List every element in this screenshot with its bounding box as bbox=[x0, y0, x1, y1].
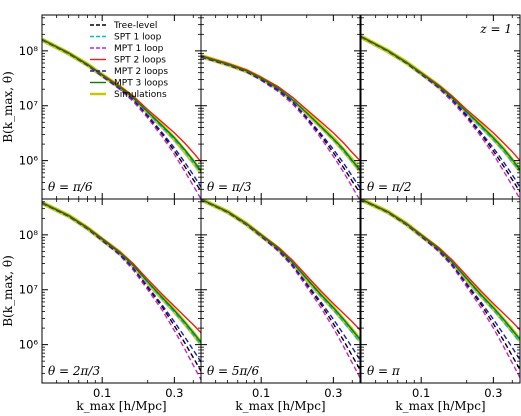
legend-entry: MPT 2 loops bbox=[90, 67, 168, 77]
panel-plot-area bbox=[201, 199, 360, 379]
panel-plot-area bbox=[361, 34, 520, 199]
y-axis-label: B(k_max, θ) bbox=[1, 255, 15, 327]
legend-label: MPT 3 loops bbox=[114, 79, 168, 89]
series-line-mpt-3-loops bbox=[201, 55, 360, 171]
panel-plot-area bbox=[201, 54, 360, 199]
series-line-mpt-1-loop bbox=[361, 199, 520, 379]
panel-3: θ = π/2 z = 1 bbox=[360, 14, 521, 200]
series-line-mpt-1-loop bbox=[201, 56, 360, 199]
panel-plot-area bbox=[361, 199, 520, 379]
series-line-mpt-1-loop bbox=[42, 202, 201, 381]
y-axis-label: B(k_max, θ) bbox=[1, 71, 15, 143]
series-line-mpt-3-loops bbox=[201, 199, 360, 340]
panel-frame bbox=[360, 198, 521, 384]
legend-label: Tree-level bbox=[113, 21, 157, 31]
series-line-mpt-2-loops bbox=[42, 202, 201, 363]
legend-label: SPT 1 loop bbox=[114, 33, 162, 43]
legend-entry: MPT 1 loop bbox=[90, 44, 164, 54]
panel-theta-label: θ = 2π/3 bbox=[48, 364, 100, 378]
legend-label: Simulations bbox=[114, 90, 167, 100]
panel-frame bbox=[200, 198, 361, 384]
panel-frame bbox=[200, 14, 361, 200]
series-line-spt-2-loops bbox=[201, 54, 360, 162]
legend-label: MPT 1 loop bbox=[114, 44, 164, 54]
legend-label: MPT 2 loops bbox=[114, 67, 168, 77]
x-axis-label: k_max [h/Mpc] bbox=[76, 399, 166, 413]
series-line-simulations bbox=[361, 199, 520, 342]
x-tick-label: 0.1 bbox=[252, 386, 270, 400]
series-line-mpt-1-loop bbox=[361, 36, 520, 199]
panel-theta-label: θ = π/3 bbox=[207, 180, 252, 194]
panel-theta-label: θ = π/2 bbox=[367, 180, 411, 194]
legend-entry: Tree-level bbox=[90, 21, 157, 31]
series-line-mpt-3-loops bbox=[42, 38, 201, 172]
y-tick-label: 10⁸ bbox=[19, 44, 39, 58]
series-line-mpt-3-loops bbox=[42, 202, 201, 343]
x-tick-label: 0.3 bbox=[484, 386, 502, 400]
y-tick-label: 10⁶ bbox=[19, 154, 39, 168]
series-line-tree-level bbox=[361, 36, 520, 193]
series-line-simulations bbox=[361, 34, 520, 172]
x-tick-label: 0.3 bbox=[324, 386, 342, 400]
y-tick-label: 10⁸ bbox=[19, 228, 39, 242]
series-line-spt-1-loop bbox=[201, 199, 360, 343]
y-tick-label: 10⁷ bbox=[19, 283, 39, 297]
panel-frame bbox=[41, 14, 202, 200]
series-line-spt-1-loop bbox=[42, 202, 201, 346]
legend-label: SPT 2 loops bbox=[114, 56, 166, 66]
series-line-spt-1-loop bbox=[361, 199, 520, 343]
series-line-mpt-2-loops bbox=[201, 56, 360, 189]
y-tick-label: 10⁶ bbox=[19, 338, 39, 352]
redshift-label: z = 1 bbox=[479, 22, 512, 36]
series-line-mpt-3-loops bbox=[361, 36, 520, 171]
series-line-simulations bbox=[42, 200, 201, 345]
y-tick-label: 10⁷ bbox=[19, 99, 39, 113]
series-line-tree-level bbox=[201, 56, 360, 194]
series-line-mpt-1-loop bbox=[201, 199, 360, 379]
panel-1: 10⁶ 10⁷ 10⁸ θ = π/6 bbox=[19, 14, 202, 200]
panel-4: 0.1 0.3 10⁶ 10⁷ 10⁸ θ = 2π/3 bbox=[19, 198, 202, 400]
panel-theta-label: θ = 5π/6 bbox=[207, 364, 259, 378]
axis-labels-layer: k_max [h/Mpc] k_max [h/Mpc] k_max [h/Mpc] B… bbox=[1, 71, 486, 413]
series-line-mpt-3-loops bbox=[361, 199, 520, 340]
series-line-tree-level bbox=[361, 199, 520, 371]
x-axis-label: k_max [h/Mpc] bbox=[395, 399, 485, 413]
legend-entry: SPT 1 loop bbox=[90, 33, 162, 43]
series-line-simulations bbox=[201, 199, 360, 342]
legend-entry: SPT 2 loops bbox=[90, 56, 166, 66]
series-line-mpt-2-loops bbox=[361, 199, 520, 361]
panel-5: 0.1 0.3 θ = 5π/6 bbox=[200, 198, 361, 400]
panel-plot-area bbox=[42, 200, 201, 381]
panel-theta-label: θ = π/6 bbox=[48, 180, 93, 194]
legend-entry: MPT 3 loops bbox=[90, 79, 168, 89]
series-line-mpt-2-loops bbox=[361, 36, 520, 188]
x-axis-label: k_max [h/Mpc] bbox=[235, 399, 325, 413]
series-line-mpt-2-loops bbox=[201, 199, 360, 361]
x-tick-label: 0.3 bbox=[165, 386, 183, 400]
x-tick-label: 0.1 bbox=[412, 386, 430, 400]
panel-6: 0.1 0.3 θ = π bbox=[360, 198, 521, 400]
x-tick-label: 0.1 bbox=[93, 386, 111, 400]
series-line-tree-level bbox=[42, 202, 201, 372]
series-line-tree-level bbox=[201, 199, 360, 371]
legend-entry: Simulations bbox=[90, 90, 167, 100]
panel-frame bbox=[360, 14, 521, 200]
panel-theta-label: θ = π bbox=[367, 364, 401, 378]
panel-2: θ = π/3 bbox=[200, 14, 361, 200]
panel-plot-area bbox=[42, 37, 201, 199]
panel-frame bbox=[41, 198, 202, 384]
